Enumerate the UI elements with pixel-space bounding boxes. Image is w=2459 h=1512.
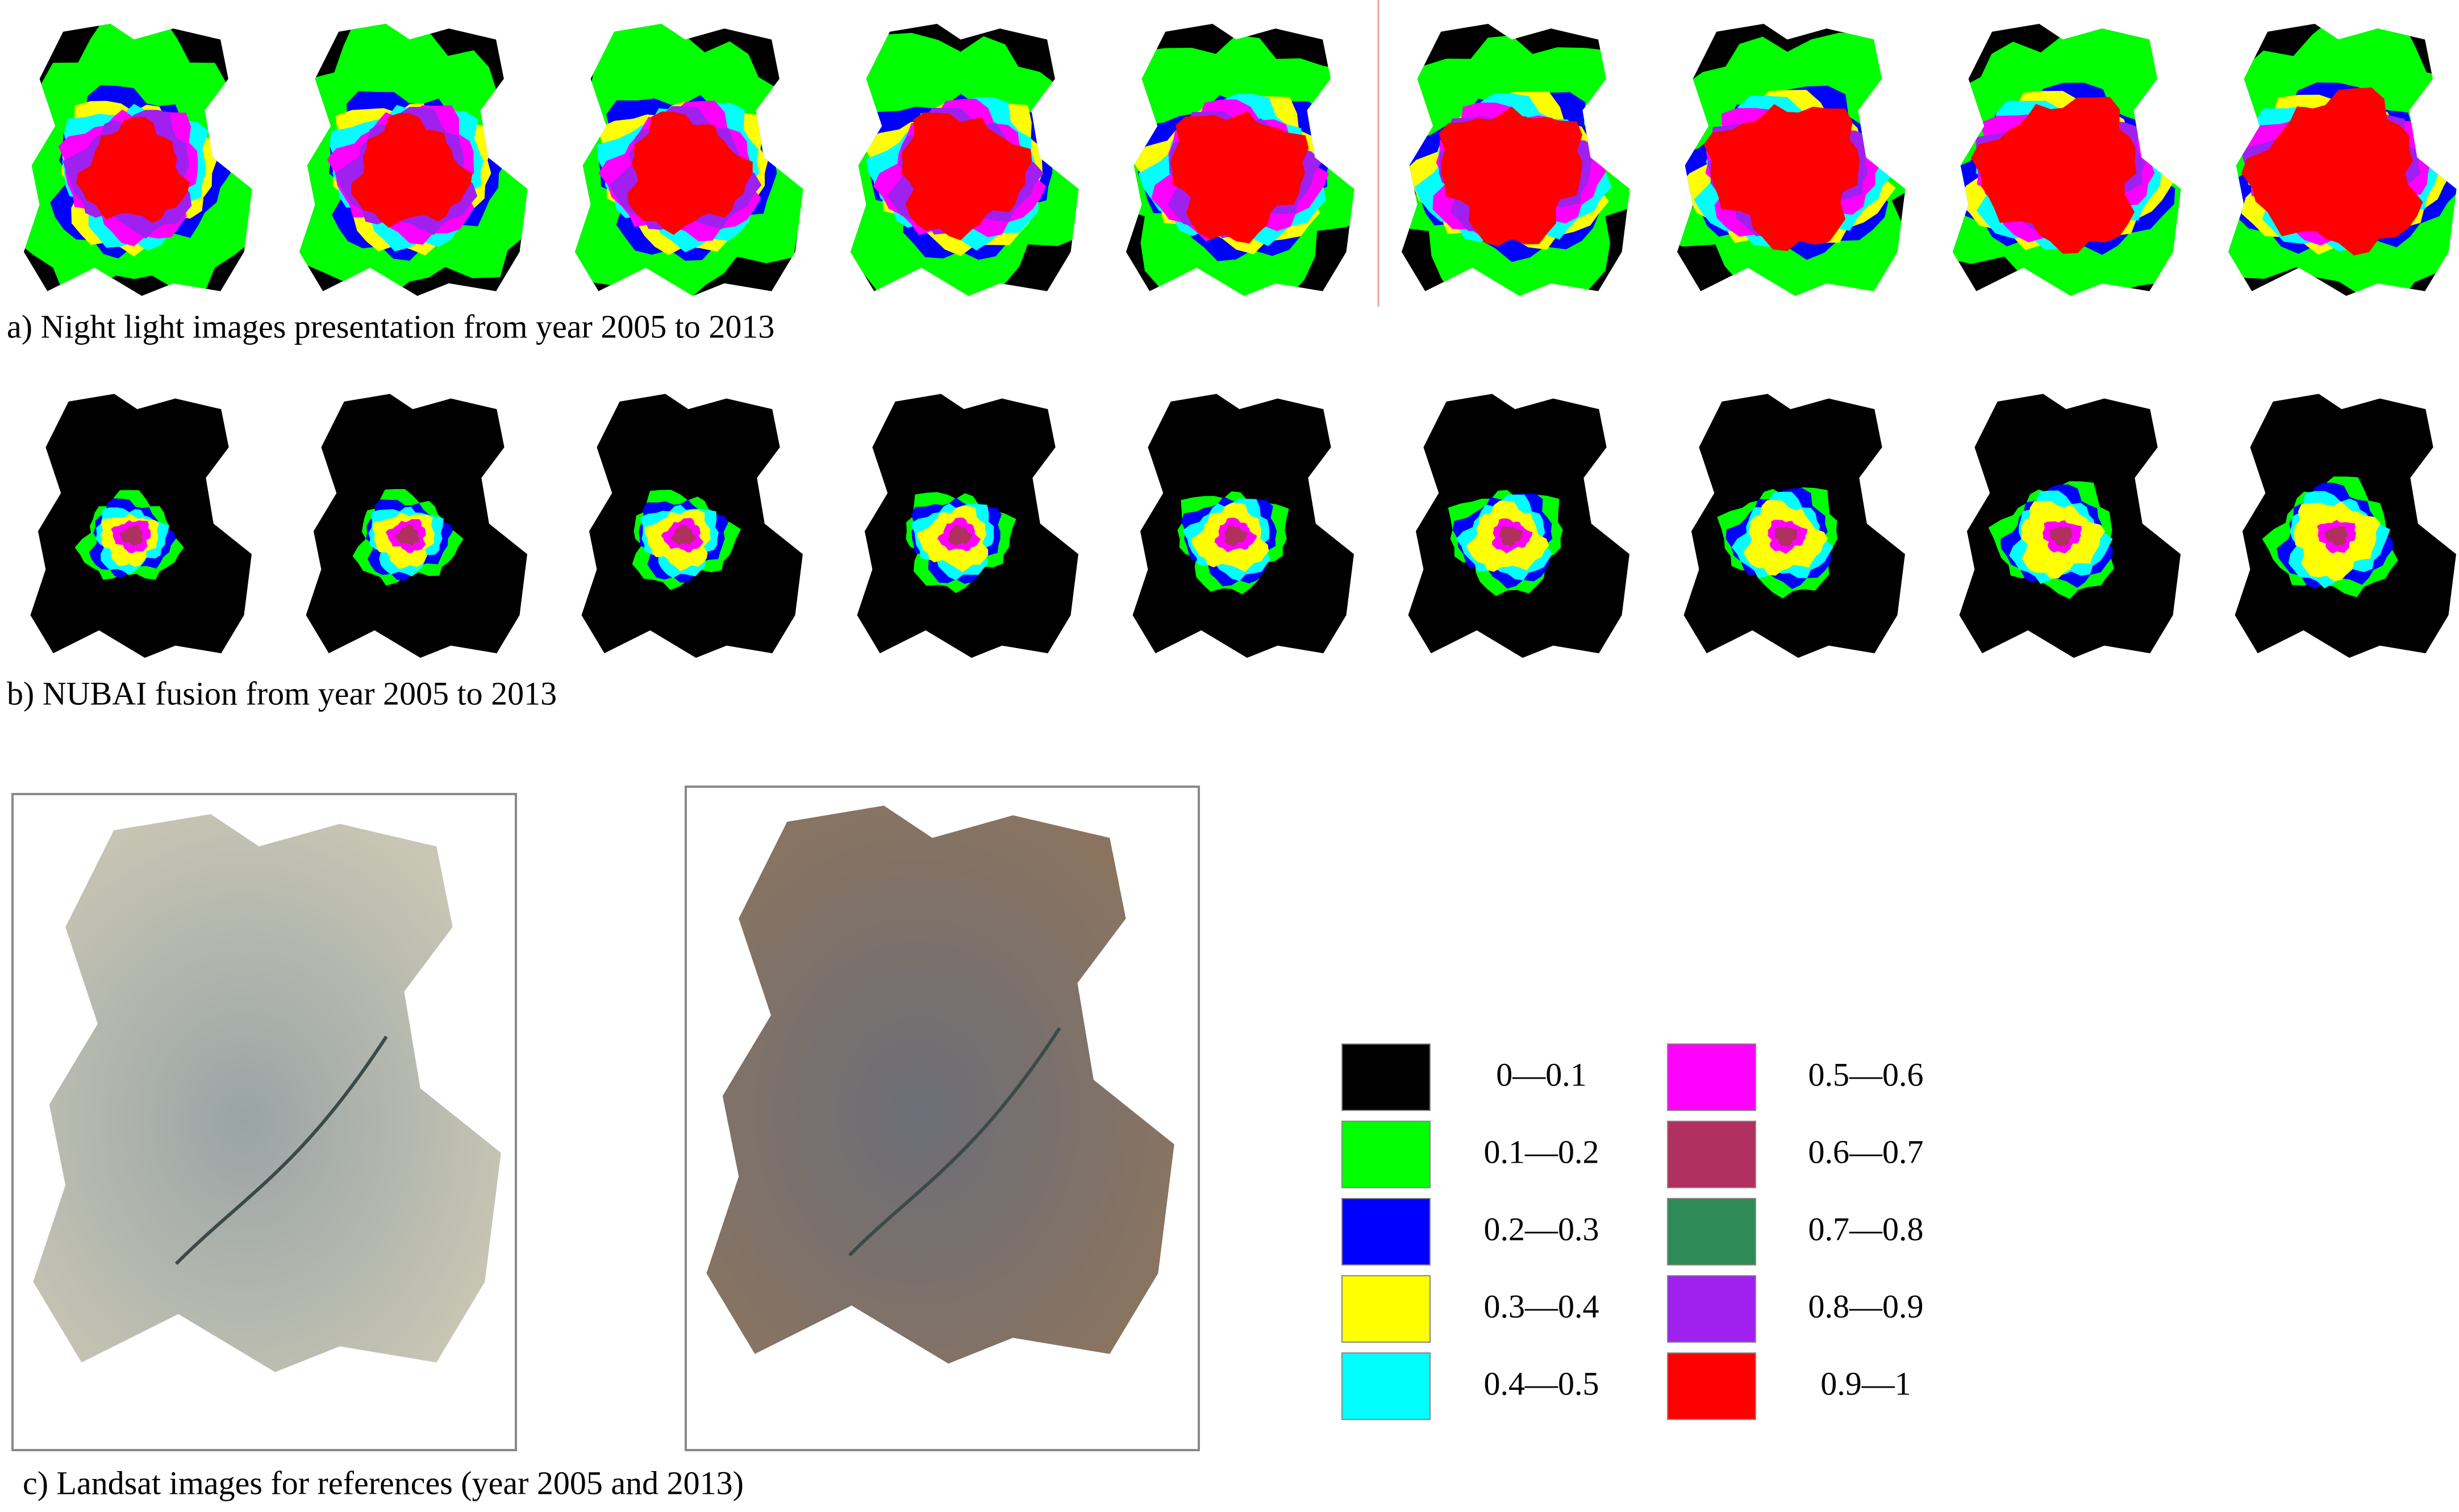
map-zone (395, 525, 420, 546)
map (299, 23, 528, 296)
map (1126, 23, 1354, 296)
map-zone (119, 525, 143, 546)
map-zone (351, 113, 473, 228)
legend-label: 0.6—0.7 (1808, 1133, 1924, 1170)
map-zone (2324, 526, 2348, 547)
legend-label: 0.5—0.6 (1808, 1056, 1924, 1093)
legend-label: 0.4—0.5 (1484, 1365, 1599, 1402)
caption-a: a) Night light images presentation from … (7, 308, 774, 345)
map (306, 394, 528, 658)
map-zone (947, 525, 973, 546)
legend-label: 0.1—0.2 (1484, 1133, 1599, 1170)
map-zone (1439, 106, 1583, 247)
landsat-image (706, 805, 1174, 1364)
map-zone (1703, 104, 1860, 251)
map-zone (1170, 111, 1309, 244)
map (1952, 23, 2181, 296)
legend-swatch (1667, 1198, 1756, 1265)
map (23, 23, 252, 296)
map (850, 23, 1079, 296)
legend-swatch (1667, 1275, 1756, 1343)
river (174, 1035, 388, 1265)
map (1132, 394, 1354, 658)
map-zone (1774, 526, 1798, 546)
map-zone (1971, 97, 2137, 254)
map-zone (671, 525, 697, 545)
map (1683, 394, 1906, 658)
map (857, 394, 1079, 658)
legend-label: 0.7—0.8 (1808, 1210, 1924, 1247)
legend-label: 0.8—0.9 (1808, 1288, 1924, 1325)
map (1959, 394, 2181, 658)
legend-swatch (1667, 1043, 1756, 1111)
landsat-image (33, 814, 501, 1372)
caption-c: c) Landsat images for references (year 2… (23, 1464, 744, 1501)
map (1408, 394, 1630, 658)
legend-label: 0—0.1 (1496, 1056, 1587, 1093)
map (30, 394, 252, 658)
legend-label: 0.3—0.4 (1484, 1288, 1599, 1325)
map (2235, 394, 2457, 658)
legend-swatch (1341, 1121, 1431, 1188)
map (1677, 23, 1906, 296)
legend-swatch (1341, 1352, 1431, 1420)
legend-swatch (1341, 1198, 1431, 1265)
map-zone (1499, 526, 1523, 547)
map (1401, 23, 1630, 296)
map-zone (2241, 87, 2423, 256)
map (581, 394, 803, 658)
legend-swatch (1667, 1121, 1756, 1188)
caption-b: b) NUBAI fusion from year 2005 to 2013 (7, 675, 557, 712)
legend-label: 0.2—0.3 (1484, 1210, 1599, 1247)
legend-swatch (1341, 1275, 1431, 1343)
map (2228, 23, 2457, 296)
map (574, 23, 803, 296)
map-zone (2049, 526, 2073, 546)
map-zone (627, 111, 753, 235)
legend-swatch (1667, 1352, 1756, 1420)
map-zone (76, 116, 190, 223)
map-zone (901, 112, 1032, 240)
map-zone (1224, 525, 1248, 546)
legend-swatch (1341, 1043, 1431, 1111)
legend-label: 0.9—1 (1820, 1365, 1911, 1402)
river (848, 1027, 1061, 1257)
